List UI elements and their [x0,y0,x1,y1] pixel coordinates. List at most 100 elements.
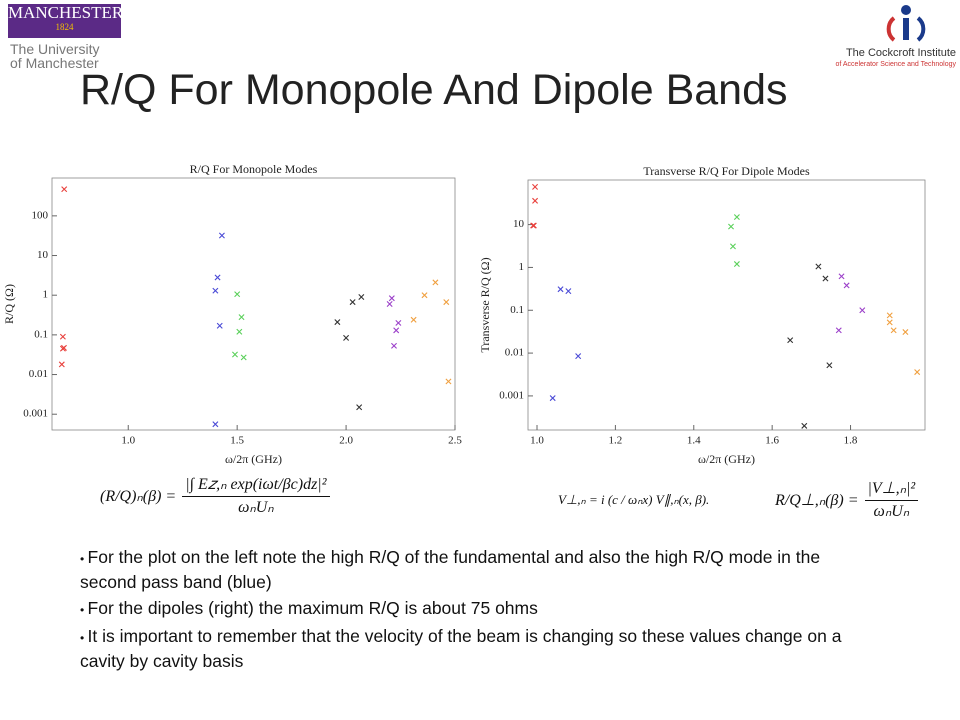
data-point [886,319,893,326]
formula-text: V⊥,ₙ = i (c / ωₙx) V∥,ₙ(x, β). [558,492,710,507]
x-axis-label: ω/2π (GHz) [225,452,282,466]
data-point [838,273,845,280]
data-point [212,421,219,428]
data-point [234,291,241,298]
x-tick-label: 1.2 [609,435,623,447]
y-tick-label: 0.01 [29,368,48,380]
data-point [532,197,539,204]
logo-left: MANCHESTER 1824 [8,3,124,38]
data-point [565,288,572,295]
data-point [549,395,556,402]
fraction: |∫ E𝑧,ₙ exp(iωt/βc)dz|² ωₙUₙ [182,474,330,517]
logo-year: 1824 [55,22,74,32]
bullet: For the dipoles (right) the maximum R/Q … [80,597,880,622]
data-point [445,378,452,385]
logo-line: The University [10,41,100,57]
data-point [843,282,850,289]
y-axis-label: Transverse R/Q (Ω) [478,257,492,352]
y-tick-label: 0.001 [23,408,48,420]
y-tick-label: 1 [519,261,525,273]
data-point [391,342,397,349]
data-point [914,369,921,376]
fraction: |V⊥,ₙ|² ωₙUₙ [864,478,919,521]
x-tick-label: 1.0 [530,435,544,447]
data-point [557,286,564,293]
data-point [410,316,417,323]
data-point [349,299,356,306]
y-tick-label: 0.01 [505,347,524,359]
x-tick-label: 2.5 [448,435,462,447]
y-tick-label: 1 [43,289,49,301]
data-point [236,328,243,335]
data-point [729,243,736,250]
y-axis-label: R/Q (Ω) [2,284,16,324]
data-point [886,312,893,319]
denominator: ωₙUₙ [873,503,910,520]
chart-title: R/Q For Monopole Modes [190,162,318,176]
x-tick-label: 1.6 [765,435,779,447]
data-point [356,404,363,411]
data-point [334,319,341,326]
bullet-list: For the plot on the left note the high R… [80,546,880,676]
data-point [859,307,866,314]
data-point [530,222,537,229]
data-point [358,294,365,301]
data-point [343,334,350,341]
data-point [58,361,65,368]
data-point [218,232,225,239]
y-tick-label: 100 [32,209,49,221]
logo-name: MANCHESTER [8,3,124,22]
logo-icon [886,5,926,42]
y-tick-label: 0.001 [499,389,524,401]
y-tick-label: 10 [37,249,49,261]
data-point [822,275,829,282]
x-axis-label: ω/2π (GHz) [698,452,755,466]
data-point [575,353,582,360]
y-tick-label: 0.1 [510,304,524,316]
numerator: |V⊥,ₙ|² [864,478,919,501]
data-point [212,287,219,294]
data-point [826,362,833,369]
bullet: For the plot on the left note the high R… [80,546,880,594]
y-tick-label: 10 [513,218,525,230]
data-point [787,337,794,344]
formula-lhs: (R/Q)ₙ(β) = [100,487,177,505]
x-tick-label: 1.4 [687,435,701,447]
logo-right: The Cockcroft Institute of Accelerator Sc… [835,5,956,70]
numerator: |∫ E𝑧,ₙ exp(iωt/βc)dz|² [182,474,330,497]
data-point [60,344,67,351]
logo-line: of Manchester [10,55,99,71]
plot-frame [527,179,926,431]
data-point [890,327,897,334]
plot-frame [51,177,456,431]
data-point [216,322,223,329]
data-point [59,333,66,340]
logo-subtitle: of Accelerator Science and Technology [835,61,956,68]
data-point [432,279,439,286]
data-point [733,261,740,268]
data-point [902,329,909,336]
chart-title: Transverse R/Q For Dipole Modes [643,164,810,178]
data-point [530,222,537,229]
formula: V⊥,ₙ = i (c / ωₙx) V∥,ₙ(x, β). [558,492,709,508]
formula: (R/Q)ₙ(β) = |∫ E𝑧,ₙ exp(iωt/βc)dz|² ωₙUₙ [100,474,330,517]
x-tick-label: 1.0 [121,435,135,447]
data-point [240,354,247,361]
x-tick-label: 1.8 [844,435,858,447]
y-tick-label: 0.1 [34,328,48,340]
data-point [386,301,393,307]
formula-lhs: R/Q⊥,ₙ(β) = [775,491,859,509]
x-tick-label: 1.5 [230,435,244,447]
logo-name: The Cockcroft Institute [845,47,956,59]
denominator: ωₙUₙ [238,499,274,516]
data-point [815,263,822,270]
data-point [421,292,428,299]
data-point [801,422,808,429]
formula: R/Q⊥,ₙ(β) = |V⊥,ₙ|² ωₙUₙ [775,478,919,521]
data-point [443,299,450,306]
x-tick-label: 2.0 [339,435,353,447]
data-point [835,327,842,334]
data-point [238,314,245,321]
